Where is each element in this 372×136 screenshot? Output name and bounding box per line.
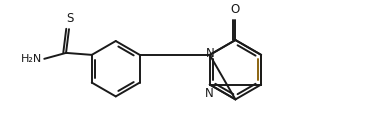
Text: N: N bbox=[205, 86, 214, 100]
Text: H₂N: H₂N bbox=[21, 54, 42, 64]
Text: O: O bbox=[231, 3, 240, 16]
Text: S: S bbox=[66, 12, 74, 25]
Text: N: N bbox=[206, 47, 215, 60]
